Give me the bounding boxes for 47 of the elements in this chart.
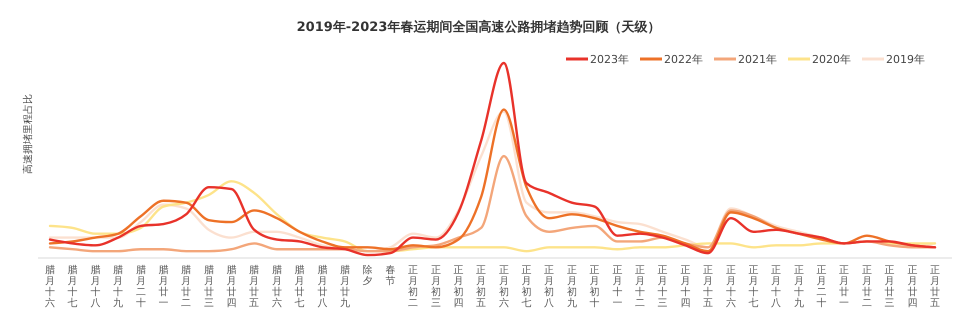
x-tick-label: 正月初三 bbox=[430, 265, 441, 309]
legend-label: 2019年 bbox=[886, 53, 925, 66]
legend-label: 2021年 bbox=[738, 53, 777, 66]
legend-label: 2020年 bbox=[812, 53, 851, 66]
x-tick-label: 腊月廿四 bbox=[226, 264, 237, 309]
y-axis-title: 高速拥堵里程占比 bbox=[22, 94, 34, 174]
x-tick-label: 腊月十八 bbox=[90, 264, 100, 309]
x-tick-label: 腊月廿一 bbox=[158, 264, 168, 309]
x-tick-label: 腊月廿二 bbox=[181, 264, 192, 309]
x-tick-label: 腊月二十 bbox=[136, 264, 146, 309]
x-tick-label: 正月廿二 bbox=[862, 265, 872, 309]
x-tick-label: 正月十七 bbox=[748, 265, 758, 309]
x-tick-label: 正月十九 bbox=[794, 265, 804, 309]
x-tick-label: 正月初二 bbox=[408, 265, 418, 309]
x-tick-label: 正月十六 bbox=[726, 265, 736, 309]
x-tick-label: 正月十四 bbox=[680, 265, 690, 309]
x-tick-label: 正月初八 bbox=[544, 265, 554, 309]
x-tick-label: 正月廿五 bbox=[930, 265, 940, 309]
x-tick-label: 正月廿四 bbox=[907, 265, 918, 309]
x-tick-label: 正月十三 bbox=[658, 265, 668, 309]
x-tick-label: 正月十五 bbox=[703, 265, 714, 309]
chart-title: 2019年-2023年春运期间全国高速公路拥堵趋势回顾（天级） bbox=[296, 19, 660, 35]
x-tick-label: 腊月廿五 bbox=[249, 264, 260, 309]
x-tick-label: 正月初九 bbox=[566, 265, 577, 309]
x-tick-label: 正月十一 bbox=[612, 265, 622, 309]
x-tick-label: 正月十八 bbox=[771, 265, 782, 309]
x-tick-label: 春节 bbox=[385, 265, 396, 287]
x-tick-label: 正月廿一 bbox=[839, 265, 850, 309]
x-tick-label: 除夕 bbox=[362, 264, 373, 287]
x-tick-label: 腊月廿七 bbox=[294, 264, 305, 309]
legend-label: 2023年 bbox=[590, 53, 629, 66]
x-tick-label: 腊月廿三 bbox=[204, 264, 214, 309]
x-tick-label: 腊月廿六 bbox=[272, 264, 282, 309]
x-tick-label: 腊月十九 bbox=[113, 264, 124, 309]
x-tick-label: 腊月廿八 bbox=[317, 264, 328, 309]
x-tick-label: 正月廿三 bbox=[884, 265, 895, 309]
x-tick-label: 正月十二 bbox=[635, 265, 645, 309]
x-tick-label: 正月二十 bbox=[816, 265, 827, 309]
x-tick-label: 正月初七 bbox=[522, 265, 532, 309]
x-tick-label: 正月初十 bbox=[590, 265, 600, 309]
x-tick-label: 正月初四 bbox=[453, 265, 464, 309]
x-tick-label: 正月初五 bbox=[476, 265, 486, 309]
x-tick-label: 正月初六 bbox=[498, 265, 509, 309]
x-tick-label: 腊月廿九 bbox=[340, 264, 350, 309]
x-tick-label: 腊月十六 bbox=[45, 264, 55, 309]
x-tick-label: 腊月十七 bbox=[68, 264, 78, 309]
legend-label: 2022年 bbox=[664, 53, 703, 66]
